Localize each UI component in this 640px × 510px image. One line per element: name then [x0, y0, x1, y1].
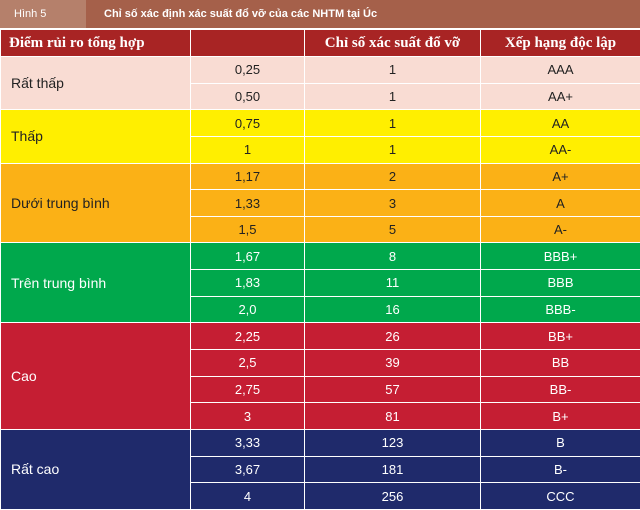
index-cell: 39 [305, 350, 481, 377]
category-above-average: Trên trung bình [1, 243, 191, 323]
score-cell: 1,83 [191, 270, 305, 297]
score-cell: 2,0 [191, 296, 305, 323]
rating-cell: A [481, 190, 640, 217]
rating-cell: AA [481, 110, 640, 137]
index-cell: 1 [305, 83, 481, 110]
score-cell: 2,75 [191, 376, 305, 403]
header-failure-index: Chỉ số xác suất đổ vỡ [305, 30, 481, 57]
index-cell: 26 [305, 323, 481, 350]
score-cell: 3,67 [191, 456, 305, 483]
score-cell: 1,33 [191, 190, 305, 217]
table-row: Rất cao 3,33 123 B [1, 429, 640, 456]
rating-cell: BBB- [481, 296, 640, 323]
table-row: Rất thấp 0,25 1 AAA [1, 57, 640, 84]
index-cell: 1 [305, 110, 481, 137]
index-cell: 3 [305, 190, 481, 217]
score-cell: 1,67 [191, 243, 305, 270]
score-cell: 1,5 [191, 216, 305, 243]
score-cell: 1,17 [191, 163, 305, 190]
score-cell: 3,33 [191, 429, 305, 456]
table-row: Thấp 0,75 1 AA [1, 110, 640, 137]
rating-cell: A+ [481, 163, 640, 190]
header-risk-score: Điểm rủi ro tổng hợp [1, 30, 191, 57]
category-very-high: Rất cao [1, 429, 191, 509]
index-cell: 181 [305, 456, 481, 483]
score-cell: 0,50 [191, 83, 305, 110]
index-cell: 16 [305, 296, 481, 323]
rating-cell: B+ [481, 403, 640, 430]
index-cell: 256 [305, 483, 481, 510]
header-rating: Xếp hạng độc lập [481, 30, 640, 57]
category-low: Thấp [1, 110, 191, 163]
category-very-low: Rất thấp [1, 57, 191, 110]
index-cell: 2 [305, 163, 481, 190]
score-cell: 1 [191, 136, 305, 163]
header-score-value [191, 30, 305, 57]
score-cell: 2,5 [191, 350, 305, 377]
category-below-average: Dưới trung bình [1, 163, 191, 243]
index-cell: 1 [305, 57, 481, 84]
rating-cell: BB- [481, 376, 640, 403]
table-header-row: Điểm rủi ro tổng hợp Chỉ số xác suất đổ … [1, 30, 640, 57]
index-cell: 1 [305, 136, 481, 163]
table-row: Cao 2,25 26 BB+ [1, 323, 640, 350]
rating-cell: AA- [481, 136, 640, 163]
score-cell: 2,25 [191, 323, 305, 350]
category-high: Cao [1, 323, 191, 430]
rating-cell: A- [481, 216, 640, 243]
index-cell: 57 [305, 376, 481, 403]
rating-cell: BB+ [481, 323, 640, 350]
rating-cell: B- [481, 456, 640, 483]
figure-caption-bar: Hình 5 Chỉ số xác định xác suất đổ vỡ củ… [0, 0, 640, 28]
rating-cell: BBB+ [481, 243, 640, 270]
score-cell: 3 [191, 403, 305, 430]
rating-cell: AA+ [481, 83, 640, 110]
index-cell: 11 [305, 270, 481, 297]
rating-cell: CCC [481, 483, 640, 510]
score-cell: 0,25 [191, 57, 305, 84]
rating-cell: AAA [481, 57, 640, 84]
rating-cell: BB [481, 350, 640, 377]
rating-table: Điểm rủi ro tổng hợp Chỉ số xác suất đổ … [0, 29, 640, 510]
index-cell: 8 [305, 243, 481, 270]
rating-cell: BBB [481, 270, 640, 297]
index-cell: 123 [305, 429, 481, 456]
rating-cell: B [481, 429, 640, 456]
score-cell: 4 [191, 483, 305, 510]
index-cell: 5 [305, 216, 481, 243]
figure-label: Hình 5 [0, 0, 86, 28]
score-cell: 0,75 [191, 110, 305, 137]
table-row: Trên trung bình 1,67 8 BBB+ [1, 243, 640, 270]
index-cell: 81 [305, 403, 481, 430]
table-row: Dưới trung bình 1,17 2 A+ [1, 163, 640, 190]
figure-title: Chỉ số xác định xác suất đổ vỡ của các N… [104, 0, 377, 28]
